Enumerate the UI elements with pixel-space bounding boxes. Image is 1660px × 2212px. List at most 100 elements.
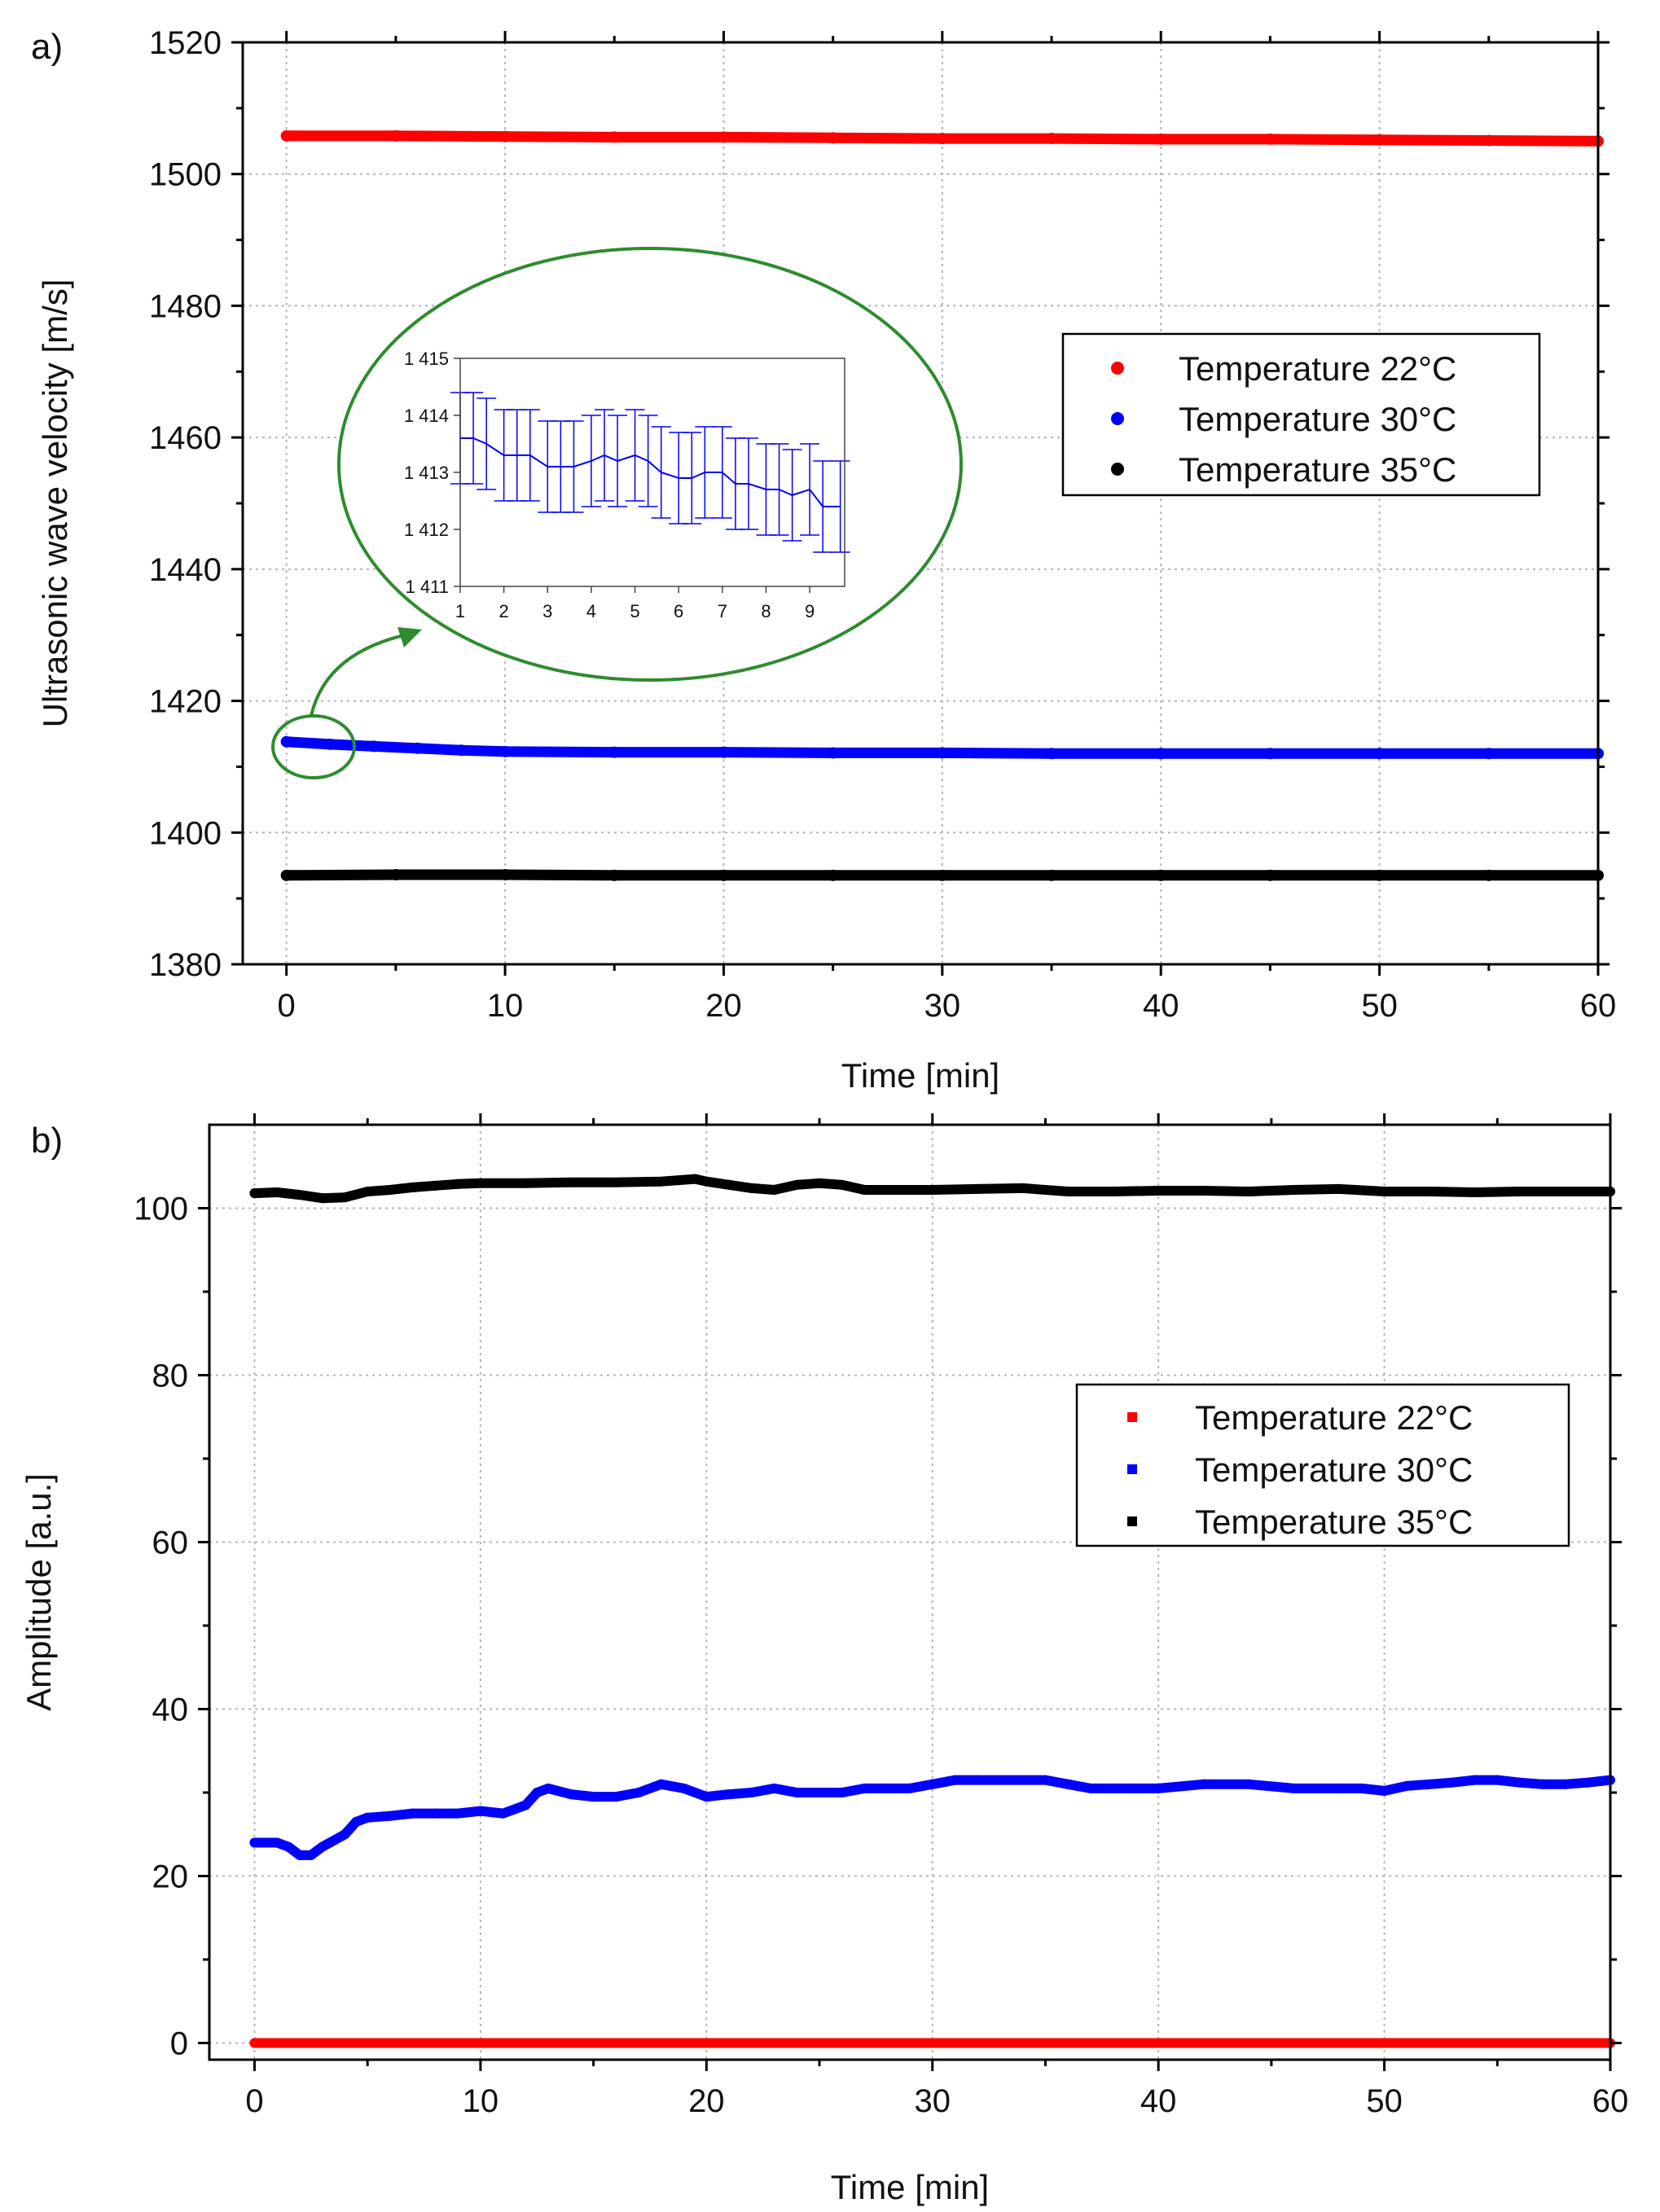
legend-label: Temperature 35°C	[1179, 450, 1456, 489]
y-tick-label: 1460	[149, 420, 222, 456]
data-point	[973, 1775, 983, 1785]
data-point	[608, 869, 621, 881]
data-point	[634, 1788, 644, 1797]
data-point	[1379, 1187, 1390, 1196]
data-point	[1108, 1783, 1118, 1793]
inset-y-tick-label: 1 413	[404, 463, 449, 483]
data-point	[792, 1179, 802, 1190]
x-tick-label: 30	[914, 2083, 951, 2119]
data-point	[1583, 1777, 1593, 1788]
data-point	[499, 869, 512, 881]
data-point	[389, 129, 402, 142]
data-point	[1356, 1783, 1367, 1793]
data-point	[272, 1187, 283, 1198]
data-point	[1063, 1779, 1074, 1789]
legend-marker	[1111, 463, 1124, 476]
data-point	[499, 130, 512, 143]
panel-a-velocity-chart: a) 0 10 20 30 40 50 60138014001420144014601480…	[31, 25, 1616, 1095]
data-point	[746, 1788, 757, 1797]
data-point	[340, 1829, 350, 1840]
data-point	[249, 1188, 260, 1199]
data-point	[305, 1850, 316, 1860]
data-point	[827, 132, 839, 144]
data-point	[815, 1178, 825, 1188]
data-point	[611, 1792, 621, 1802]
data-point	[792, 1788, 802, 1797]
data-point	[565, 1789, 576, 1800]
data-point	[973, 1183, 983, 1194]
inset-x-tick-label: 3	[542, 601, 552, 621]
data-point	[769, 1783, 779, 1793]
data-point	[1063, 1187, 1074, 1196]
legend-label: Temperature 30°C	[1179, 400, 1456, 438]
data-point	[532, 1788, 542, 1797]
y-tick-label: 60	[152, 1525, 189, 1561]
data-point	[499, 745, 512, 757]
panel-a-label: a)	[31, 27, 63, 67]
data-point	[905, 1783, 915, 1793]
data-point	[475, 1806, 485, 1816]
inset-series-line	[460, 437, 841, 507]
data-point	[1469, 1775, 1480, 1785]
data-point	[1244, 1187, 1254, 1196]
panel-a-legend-box	[1061, 332, 1541, 497]
data-point	[882, 1783, 893, 1793]
panel-b-label: b)	[31, 1121, 63, 1161]
data-point	[1289, 1783, 1299, 1793]
data-point	[701, 1792, 712, 1802]
y-tick-label: 1380	[149, 947, 222, 983]
data-point	[724, 1789, 735, 1800]
data-point	[362, 1812, 373, 1823]
data-point	[1198, 1779, 1209, 1789]
data-point	[475, 1178, 485, 1188]
panel-a-zoom-arrowhead	[397, 627, 422, 647]
data-point	[280, 869, 292, 881]
x-tick-label: 10	[463, 2083, 499, 2119]
panel-a-y-axis-title: Ultrasonic wave velocity [m/s]	[36, 279, 74, 728]
data-point	[1155, 869, 1167, 881]
inset-x-tick-label: 8	[761, 601, 771, 621]
data-point	[1040, 1775, 1051, 1785]
data-point	[1373, 134, 1386, 146]
data-point	[1537, 1779, 1548, 1789]
data-point	[1244, 1779, 1254, 1789]
data-point	[249, 1837, 260, 1848]
data-point	[837, 1788, 847, 1797]
data-point	[1560, 1187, 1570, 1196]
panel-b-legend: Temperature 22°C Temperature 30°C Temperat…	[1075, 1383, 1570, 1547]
data-point	[430, 1808, 441, 1819]
inset-background	[460, 358, 845, 586]
inset-x-tick-label: 4	[586, 601, 596, 621]
data-point	[1447, 1777, 1457, 1788]
y-tick-label: 1420	[149, 684, 222, 720]
data-point	[1153, 2038, 1164, 2048]
data-point	[678, 1783, 689, 1793]
legend-label: Temperature 35°C	[1195, 1503, 1473, 1541]
data-point	[1264, 133, 1276, 145]
y-tick-label: 80	[152, 1358, 189, 1394]
data-point	[294, 1190, 305, 1200]
data-point	[384, 1810, 395, 1821]
data-point	[249, 2038, 260, 2048]
inset-ticks: 1 2 3 4 5 6 7 8 9 1 411 1 412 1 413 1 414 1 415	[404, 349, 815, 621]
data-point	[1334, 1183, 1345, 1194]
data-point	[1402, 1780, 1412, 1791]
panel-a-series	[280, 129, 1604, 881]
panel-b-plot-frame	[208, 1123, 1612, 2061]
panel-a-zoom-small-circle	[271, 714, 356, 779]
data-point	[950, 1775, 960, 1785]
y-tick-label: 1480	[149, 288, 222, 324]
panel-a-legend: Temperature 22°C Temperature 30°C Temperat…	[1061, 332, 1541, 497]
data-point	[453, 1808, 463, 1819]
data-point	[701, 1176, 712, 1187]
x-tick-label: 20	[705, 988, 742, 1024]
x-tick-label: 50	[1366, 2083, 1403, 2119]
panel-b-grid	[209, 1125, 1611, 2060]
data-point	[280, 735, 292, 748]
data-point	[1482, 869, 1495, 881]
data-point	[389, 869, 402, 881]
data-point	[498, 1808, 508, 1819]
x-tick-label: 0	[278, 988, 296, 1024]
data-point	[283, 1841, 294, 1852]
data-point	[411, 742, 424, 754]
